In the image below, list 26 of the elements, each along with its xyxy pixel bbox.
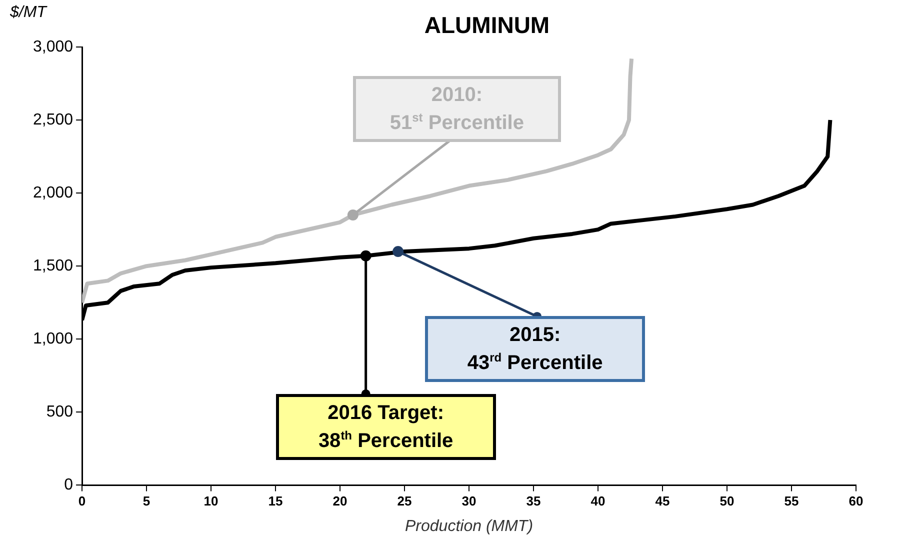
- x-tick-label: 25: [397, 494, 412, 509]
- y-axis-title: $/MT: [10, 4, 46, 22]
- x-axis-title: Production (MMT): [405, 518, 534, 535]
- x-tick-label: 35: [526, 494, 541, 509]
- x-tick-label: 20: [332, 494, 348, 509]
- x-tick-label: 50: [720, 494, 734, 509]
- label-box: 2010: 51$^{st}$ Percentile: [352, 76, 561, 142]
- x-tick-label: 40: [590, 494, 606, 509]
- y-tick-label: 3,000: [32, 38, 74, 56]
- y-tick-label: 1,500: [32, 258, 74, 275]
- y-tick-label: 1,000: [32, 330, 74, 348]
- y-tick-label: 2,500: [32, 111, 74, 128]
- x-tick-label: 10: [204, 494, 218, 509]
- y-tick-label: 2,000: [32, 184, 74, 202]
- label-box: 2016 Target: 38$^{th}$ Percentile: [276, 394, 496, 460]
- x-tick-label: 60: [848, 494, 864, 509]
- x-tick-label: 15: [268, 494, 283, 509]
- x-tick-label: 30: [462, 494, 476, 509]
- label-box: 2015: 43$^{rd}$ Percentile: [425, 316, 646, 382]
- y-tick-label: 500: [46, 404, 74, 421]
- chart-title: ALUMINUM: [424, 12, 550, 38]
- x-tick-label: 45: [655, 494, 670, 509]
- y-tick-label: 0: [64, 476, 74, 494]
- x-tick-label: 5: [142, 494, 150, 509]
- x-tick-label: 0: [78, 494, 86, 509]
- x-tick-label: 55: [784, 494, 799, 509]
